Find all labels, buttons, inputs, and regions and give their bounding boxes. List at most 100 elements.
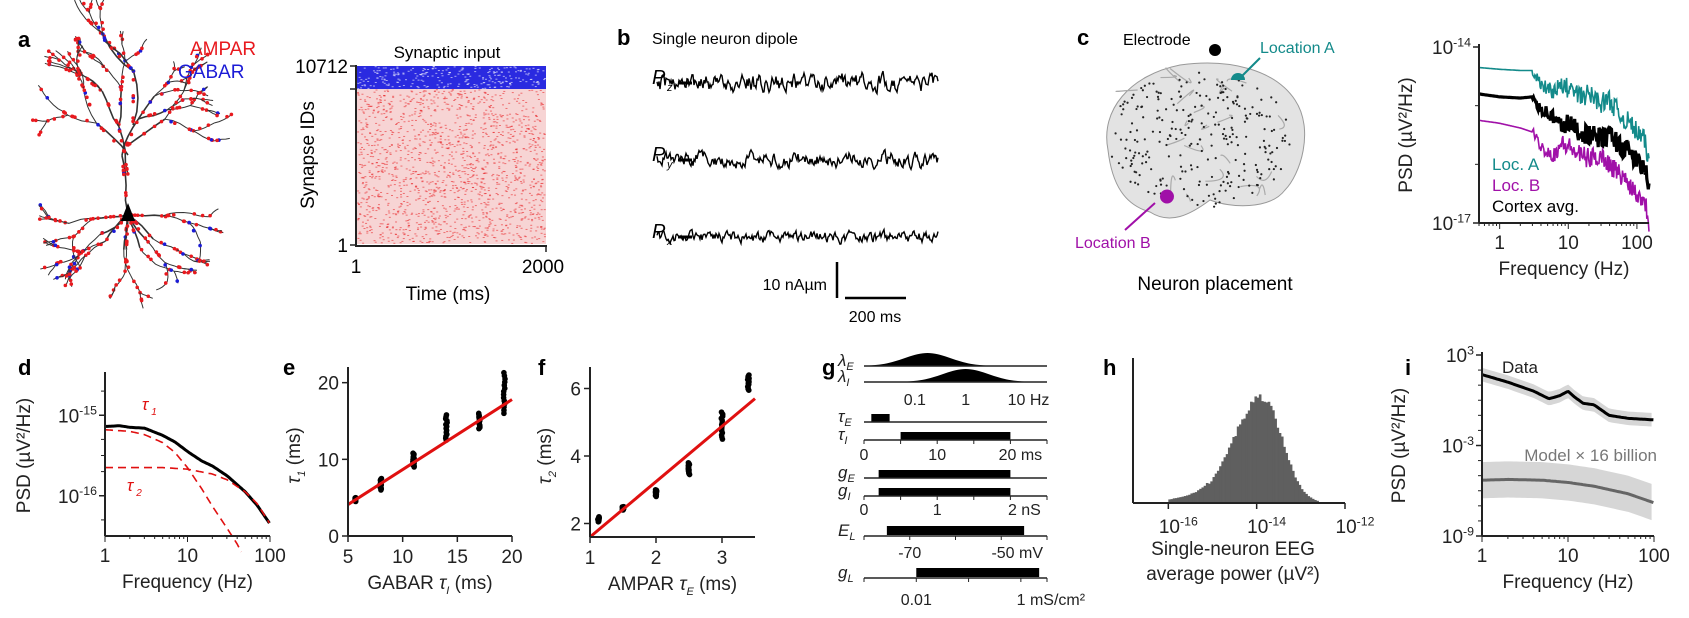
ampar-spike: [490, 144, 493, 146]
synapse-dot: [85, 95, 89, 100]
synapse-dot: [114, 120, 119, 124]
svg-text:P: P: [652, 67, 666, 89]
ampar-spike: [541, 169, 544, 171]
ampar-spike: [489, 223, 492, 225]
svg-text:y: y: [666, 159, 674, 171]
synapse-dot: [147, 233, 152, 238]
ampar-spike: [387, 223, 390, 225]
ampar-spike: [474, 205, 477, 207]
ampar-spike: [487, 135, 490, 137]
ampar-spike: [426, 181, 429, 183]
neuron-location-dot: [1198, 94, 1202, 97]
ampar-spike: [427, 108, 430, 110]
ampar-spike: [492, 100, 495, 102]
ampar-spike: [488, 118, 491, 120]
neuron-location-dot: [1234, 99, 1237, 102]
synapse-dot: [126, 265, 131, 270]
gabar-gap: [397, 74, 400, 76]
ampar-spike: [404, 105, 407, 107]
ampar-spike: [458, 208, 461, 210]
synapse-dot: [128, 66, 133, 70]
ampar-spike: [470, 123, 473, 125]
synapse-dot: [106, 102, 111, 106]
synapse-dot: [123, 190, 128, 195]
neuron-location-dot: [1222, 180, 1225, 183]
ampar-spike: [415, 185, 418, 187]
ampar-spike: [418, 223, 421, 225]
ampar-spike: [436, 133, 439, 135]
ampar-spike: [483, 102, 486, 104]
histogram-bar: [1205, 483, 1209, 503]
ampar-spike: [366, 198, 369, 200]
ampar-spike: [505, 191, 508, 193]
ampar-spike: [499, 207, 502, 209]
gabar-gap: [359, 71, 362, 73]
y-axis-label: τ1 (ms): [284, 427, 308, 484]
ampar-spike: [537, 167, 540, 169]
ampar-spike: [395, 150, 398, 152]
ampar-spike: [534, 146, 537, 148]
ampar-spike: [424, 226, 427, 228]
gabar-gap: [369, 85, 372, 87]
ampar-spike: [361, 221, 364, 223]
ampar-spike: [489, 211, 492, 213]
synapse-dot: [117, 129, 122, 133]
ampar-spike: [432, 100, 435, 102]
neuron-location-dot: [1270, 160, 1273, 164]
gabar-gap: [465, 79, 468, 81]
synapse-dot: [209, 137, 214, 142]
ampar-spike: [357, 131, 360, 133]
ampar-spike: [357, 94, 360, 96]
sulcus: [1170, 175, 1176, 192]
ampar-spike: [463, 160, 466, 162]
x-tick-label-3: 3: [717, 548, 728, 569]
synapse-dot: [111, 214, 116, 219]
gabar-gap: [363, 67, 366, 69]
ampar-spike: [359, 233, 362, 235]
y-axis-label: PSD (µV²/Hz): [14, 398, 35, 513]
ampar-spike: [419, 138, 422, 140]
neuron-location-dot: [1195, 91, 1198, 95]
gabar-gap: [498, 74, 501, 76]
gabar-gap: [397, 73, 400, 75]
neuron-location-dot: [1155, 184, 1158, 188]
ampar-spike: [417, 102, 420, 104]
ampar-spike: [409, 177, 412, 179]
neuron-location-dot: [1237, 185, 1240, 189]
ampar-spike: [392, 132, 395, 134]
histogram-bar: [1267, 401, 1271, 503]
ampar-spike: [496, 118, 499, 120]
ampar-spike: [483, 147, 486, 149]
location-b-marker: [1160, 189, 1174, 204]
neuron-location-dot: [1243, 120, 1247, 123]
ampar-spike: [480, 167, 483, 169]
neuron-location-dot: [1159, 92, 1162, 95]
ampar-spike: [399, 194, 402, 196]
ampar-spike: [543, 133, 546, 135]
ampar-spike: [448, 108, 451, 110]
gabar-gap: [437, 70, 440, 72]
neuron-location-dot: [1165, 184, 1168, 187]
ampar-spike: [434, 129, 437, 131]
electrode-marker: [1209, 44, 1221, 56]
ampar-spike: [525, 101, 528, 103]
ampar-spike: [532, 168, 535, 170]
ampar-spike: [531, 213, 534, 215]
ampar-spike: [389, 111, 392, 113]
ampar-spike: [486, 163, 489, 165]
ampar-spike: [439, 138, 442, 140]
ampar-spike: [542, 108, 545, 110]
gabar-gap: [364, 85, 367, 87]
ampar-spike: [468, 225, 471, 227]
histogram-bar: [1241, 419, 1244, 503]
synapse-dot: [51, 240, 56, 244]
synapse-dot: [100, 2, 104, 6]
neuron-location-dot: [1171, 120, 1174, 124]
histogram-bar: [1316, 500, 1319, 503]
ampar-spike: [466, 114, 469, 116]
gabar-gap: [363, 84, 366, 86]
dipole-trace-x: [656, 227, 939, 247]
neuron-location-dot: [1138, 173, 1141, 177]
ampar-spike: [483, 123, 486, 125]
synapse-dot: [96, 242, 101, 247]
